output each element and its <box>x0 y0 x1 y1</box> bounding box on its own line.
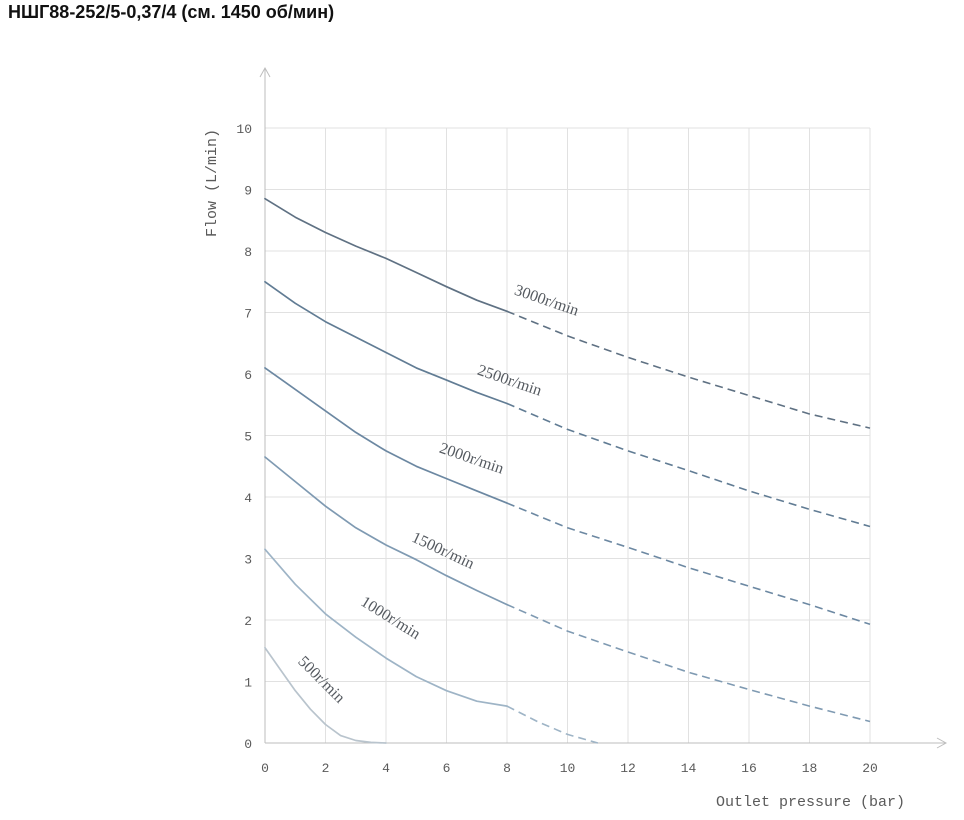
x-tick-label-16: 16 <box>741 761 757 776</box>
series-dashed-1000rmin <box>506 705 599 744</box>
y-tick-label-0: 0 <box>244 737 252 752</box>
axes <box>259 66 948 749</box>
series-label-1500rmin: 1500r/min <box>409 529 477 573</box>
x-tick-label-10: 10 <box>560 761 576 776</box>
y-tick-label-8: 8 <box>244 245 252 260</box>
x-tick-label-0: 0 <box>261 761 269 776</box>
x-tick-label-2: 2 <box>322 761 330 776</box>
y-tick-label-9: 9 <box>244 184 252 199</box>
series-dashed-2500rmin <box>506 402 871 528</box>
series-label-1000rmin: 1000r/min <box>358 593 424 643</box>
x-tick-label-8: 8 <box>503 761 511 776</box>
series-line-3000rmin <box>264 197 508 313</box>
x-tick-label-14: 14 <box>681 761 697 776</box>
series-label-2500rmin: 2500r/min <box>475 362 544 400</box>
x-tick-label-6: 6 <box>443 761 451 776</box>
series-line-2000rmin <box>264 367 508 504</box>
y-tick-label-1: 1 <box>244 676 252 691</box>
x-tick-label-20: 20 <box>862 761 878 776</box>
y-axis-title: Flow (L/min) <box>204 129 221 237</box>
y-tick-label-5: 5 <box>244 430 252 445</box>
y-tick-label-2: 2 <box>244 614 252 629</box>
y-tick-label-10: 10 <box>236 122 252 137</box>
y-tick-label-4: 4 <box>244 491 252 506</box>
series-labels: 3000r/min 2500r/min 2000r/min 1500r/min 1000… <box>294 282 580 707</box>
series <box>264 197 871 744</box>
x-tick-label-18: 18 <box>802 761 818 776</box>
series-label-2000rmin: 2000r/min <box>437 440 506 478</box>
series-dashed-1500rmin <box>506 603 871 723</box>
series-line-500rmin <box>264 646 387 744</box>
series-dashed-2000rmin <box>506 502 871 626</box>
series-line-2500rmin <box>264 280 508 405</box>
x-tick-label-12: 12 <box>620 761 636 776</box>
y-tick-label-7: 7 <box>244 307 252 322</box>
y-axis-arrow <box>259 66 271 78</box>
series-line-1500rmin <box>264 456 508 606</box>
x-axis-title: Outlet pressure (bar) <box>716 794 905 811</box>
x-axis-arrow <box>936 737 948 749</box>
y-tick-label-6: 6 <box>244 368 252 383</box>
series-label-3000rmin: 3000r/min <box>512 282 581 320</box>
series-dashed-3000rmin <box>506 310 871 429</box>
grid <box>265 127 871 743</box>
y-tick-label-3: 3 <box>244 553 252 568</box>
page-title: НШГ88-252/5-0,37/4 (см. 1450 об/мин) <box>8 2 335 22</box>
x-tick-label-4: 4 <box>382 761 390 776</box>
series-line-1000rmin <box>264 548 508 707</box>
